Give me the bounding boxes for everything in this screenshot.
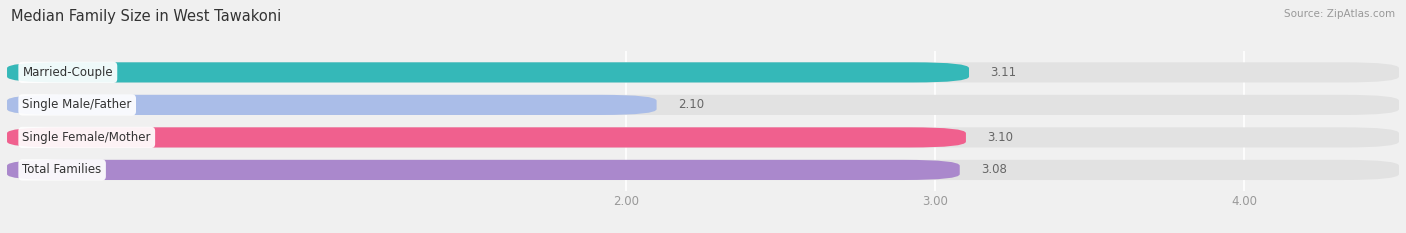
Text: 3.11: 3.11: [991, 66, 1017, 79]
Text: Total Families: Total Families: [22, 163, 101, 176]
Text: Married-Couple: Married-Couple: [22, 66, 112, 79]
Text: 2.10: 2.10: [678, 98, 704, 111]
FancyBboxPatch shape: [7, 160, 960, 180]
Text: 3.08: 3.08: [981, 163, 1007, 176]
Text: Single Female/Mother: Single Female/Mother: [22, 131, 150, 144]
FancyBboxPatch shape: [7, 127, 966, 147]
Text: Source: ZipAtlas.com: Source: ZipAtlas.com: [1284, 9, 1395, 19]
Text: Median Family Size in West Tawakoni: Median Family Size in West Tawakoni: [11, 9, 281, 24]
Text: Single Male/Father: Single Male/Father: [22, 98, 132, 111]
FancyBboxPatch shape: [7, 95, 1399, 115]
FancyBboxPatch shape: [7, 160, 1399, 180]
FancyBboxPatch shape: [7, 95, 657, 115]
FancyBboxPatch shape: [7, 62, 969, 82]
FancyBboxPatch shape: [7, 62, 1399, 82]
FancyBboxPatch shape: [7, 127, 1399, 147]
Text: 3.10: 3.10: [987, 131, 1014, 144]
